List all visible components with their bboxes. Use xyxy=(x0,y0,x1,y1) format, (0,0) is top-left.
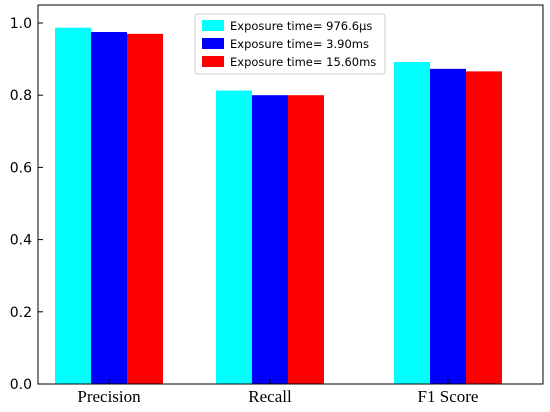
plot-frame xyxy=(37,4,544,385)
x-tick-label: Recall xyxy=(248,387,292,406)
bar-recall-series-2 xyxy=(252,95,288,384)
legend: Exposure time= 976.6μs Exposure time= 3.9… xyxy=(194,13,386,75)
y-tick-label: 0.8 xyxy=(10,88,32,104)
y-axis: 0.0 0.2 0.4 0.6 0.8 1.0 xyxy=(10,16,43,393)
bars-group xyxy=(55,27,502,385)
y-tick-label: 0.6 xyxy=(10,160,32,176)
bar-recall-series-3 xyxy=(288,95,324,384)
y-tick-label: 0.0 xyxy=(10,377,32,393)
y-tick-label: 0.4 xyxy=(10,233,32,249)
bar-f1-score-series-2 xyxy=(430,68,466,385)
bar-precision-series-1 xyxy=(55,27,91,385)
legend-label: Exposure time= 3.90ms xyxy=(230,37,369,51)
legend-label: Exposure time= 976.6μs xyxy=(230,19,372,33)
bar-precision-series-2 xyxy=(91,32,127,385)
y-tick-label: 0.2 xyxy=(10,305,32,321)
y-tick-label: 1.0 xyxy=(10,16,32,32)
x-axis: Precision Recall F1 Score xyxy=(77,379,478,406)
legend-swatch xyxy=(202,20,224,31)
legend-box xyxy=(194,13,386,75)
bar-recall-series-1 xyxy=(216,90,252,384)
x-tick-label: F1 Score xyxy=(418,387,479,406)
legend-label: Exposure time= 15.60ms xyxy=(230,55,376,69)
legend-swatch xyxy=(202,56,224,67)
x-tick-label: Precision xyxy=(77,387,141,406)
bar-precision-series-3 xyxy=(127,33,163,385)
legend-swatch xyxy=(202,38,224,49)
bar-f1-score-series-1 xyxy=(394,61,430,384)
bar-f1-score-series-3 xyxy=(466,71,502,385)
